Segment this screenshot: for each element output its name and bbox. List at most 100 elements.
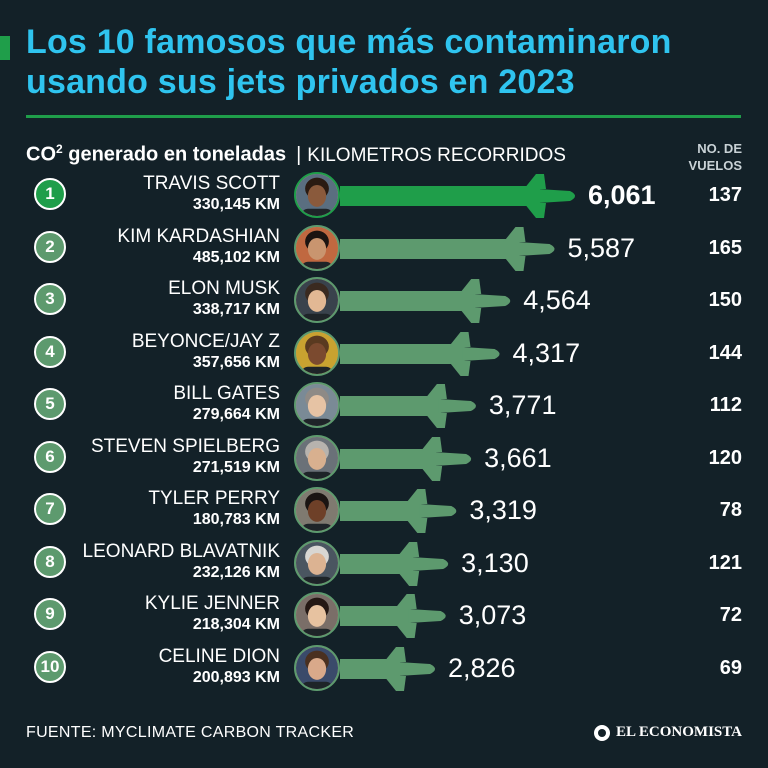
avatar-portrait-icon	[296, 489, 338, 531]
co2-bar	[340, 174, 575, 218]
avatar	[294, 592, 340, 638]
avatar	[294, 224, 340, 271]
avatar	[294, 382, 340, 428]
flights-column-header: NO. DE VUELOS	[672, 140, 742, 174]
co2-bar	[340, 226, 555, 271]
celebrity-name: TRAVIS SCOTT	[143, 173, 280, 194]
jet-bar-icon	[340, 279, 511, 323]
source-note: FUENTE: MYCLIMATE CARBON TRACKER	[26, 724, 355, 741]
co2-bar	[340, 384, 476, 428]
avatar-portrait-icon	[296, 384, 338, 426]
rank-badge: 3	[34, 283, 66, 315]
flights-count: 150	[708, 289, 742, 311]
rank-badge: 10	[34, 650, 66, 683]
rank-badge: 6	[34, 440, 66, 473]
logo-mark-icon	[594, 724, 610, 741]
avatar	[294, 487, 340, 533]
chart-row: 9 KYLIE JENNER 218,304 KM 3,073 72	[0, 590, 768, 642]
flights-header-line1: NO. DE	[697, 141, 742, 156]
title-accent-bar	[0, 36, 10, 60]
celebrity-info: BILL GATES 279,664 KM	[173, 382, 280, 425]
flights-count: 72	[719, 604, 742, 626]
kilometers-traveled: 330,145 KM	[192, 196, 280, 213]
avatar	[294, 539, 340, 586]
co2-bar	[340, 489, 457, 533]
kilometers-traveled: 200,893 KM	[192, 668, 280, 686]
co2-value-label: 3,319	[469, 495, 537, 525]
avatar-portrait-icon	[296, 226, 338, 269]
rank-badge: 9	[34, 598, 66, 630]
jet-bar-icon	[340, 436, 472, 481]
celebrity-name: CELINE DION	[158, 645, 280, 667]
kilometers-traveled: 338,717 KM	[192, 301, 280, 318]
rank-badge: 1	[34, 178, 66, 210]
jet-bar-icon	[340, 226, 555, 271]
subtitle-co2-superscript: 2	[56, 142, 63, 156]
celebrity-name: KYLIE JENNER	[144, 593, 280, 614]
celebrity-info: BEYONCE/JAY Z 357,656 KM	[132, 330, 280, 373]
chart-row: 2 KIM KARDASHIAN 485,102 KM 5,587 165	[0, 223, 768, 275]
co2-bar	[340, 646, 435, 691]
celebrity-info: CELINE DION 200,893 KM	[159, 645, 280, 688]
co2-value-label: 4,317	[512, 337, 581, 368]
celebrity-info: TRAVIS SCOTT 330,145 KM	[143, 172, 280, 215]
celebrity-name: BILL GATES	[173, 383, 280, 404]
celebrity-name: TYLER PERRY	[148, 488, 280, 509]
jet-bar-icon	[340, 384, 476, 428]
rank-badge: 8	[34, 545, 66, 578]
kilometers-traveled: 279,664 KM	[192, 406, 280, 423]
rank-badge: 2	[34, 230, 66, 263]
chart-row: 10 CELINE DION 200,893 KM 2,826 69	[0, 643, 768, 695]
flights-count: 121	[708, 551, 742, 574]
avatar	[294, 434, 340, 481]
co2-value-label: 3,073	[458, 600, 527, 630]
co2-value-label: 5,587	[567, 232, 636, 263]
celebrity-info: TYLER PERRY 180,783 KM	[148, 487, 280, 530]
rank-badge: 4	[34, 335, 66, 368]
avatar-portrait-icon	[296, 331, 338, 374]
celebrity-name: KIM KARDASHIAN	[117, 225, 280, 247]
avatar-portrait-icon	[296, 646, 338, 689]
celebrity-name: STEVEN SPIELBERG	[90, 435, 280, 457]
flights-count: 120	[708, 446, 742, 469]
flights-count: 69	[719, 656, 742, 679]
avatar-portrait-icon	[296, 541, 338, 584]
flights-count: 144	[708, 341, 742, 364]
avatar	[294, 172, 340, 218]
subtitle-co2-suffix: generado en toneladas	[62, 143, 287, 166]
title-divider	[26, 115, 741, 118]
avatar-portrait-icon	[296, 279, 338, 321]
chart-subtitle: CO2 generado en toneladas | KILOMETROS R…	[26, 142, 566, 166]
celebrity-info: LEONARD BLAVATNIK 232,126 KM	[83, 540, 280, 583]
celebrity-info: STEVEN SPIELBERG 271,519 KM	[91, 435, 280, 478]
celebrity-name: ELON MUSK	[168, 278, 280, 299]
co2-value-label: 3,771	[488, 390, 557, 420]
jet-bar-icon	[340, 541, 449, 586]
kilometers-traveled: 180,783 KM	[192, 511, 280, 528]
co2-bar	[340, 436, 472, 481]
avatar-portrait-icon	[296, 594, 338, 636]
subtitle-km: KILOMETROS RECORRIDOS	[307, 144, 566, 166]
co2-value-label: 2,826	[448, 652, 516, 683]
flights-header-line2: VUELOS	[688, 158, 742, 173]
jet-bar-icon	[340, 489, 457, 533]
jet-bar-icon	[340, 331, 500, 376]
rank-badge: 5	[34, 388, 66, 420]
publisher-logo-text: EL ECONOMISTA	[616, 724, 742, 740]
chart-row: 5 BILL GATES 279,664 KM 3,771 112	[0, 380, 768, 432]
flights-count: 112	[709, 394, 742, 416]
kilometers-traveled: 357,656 KM	[192, 353, 280, 371]
jet-bar-icon	[340, 174, 575, 218]
avatar	[294, 644, 340, 691]
celebrity-info: ELON MUSK 338,717 KM	[168, 277, 280, 320]
flights-count: 165	[708, 236, 742, 259]
chart-row: 3 ELON MUSK 338,717 KM 4,564 150	[0, 275, 768, 327]
chart-row: 8 LEONARD BLAVATNIK 232,126 KM 3,130 121	[0, 538, 768, 590]
celebrity-name: LEONARD BLAVATNIK	[82, 540, 280, 562]
chart-row: 4 BEYONCE/JAY Z 357,656 KM 4,317 144	[0, 328, 768, 380]
subtitle-separator: |	[296, 143, 302, 166]
avatar	[294, 329, 340, 376]
subtitle-co2-prefix: CO	[26, 143, 56, 166]
kilometers-traveled: 232,126 KM	[192, 563, 280, 581]
page-title: Los 10 famosos que más contaminaron usan…	[26, 23, 672, 101]
